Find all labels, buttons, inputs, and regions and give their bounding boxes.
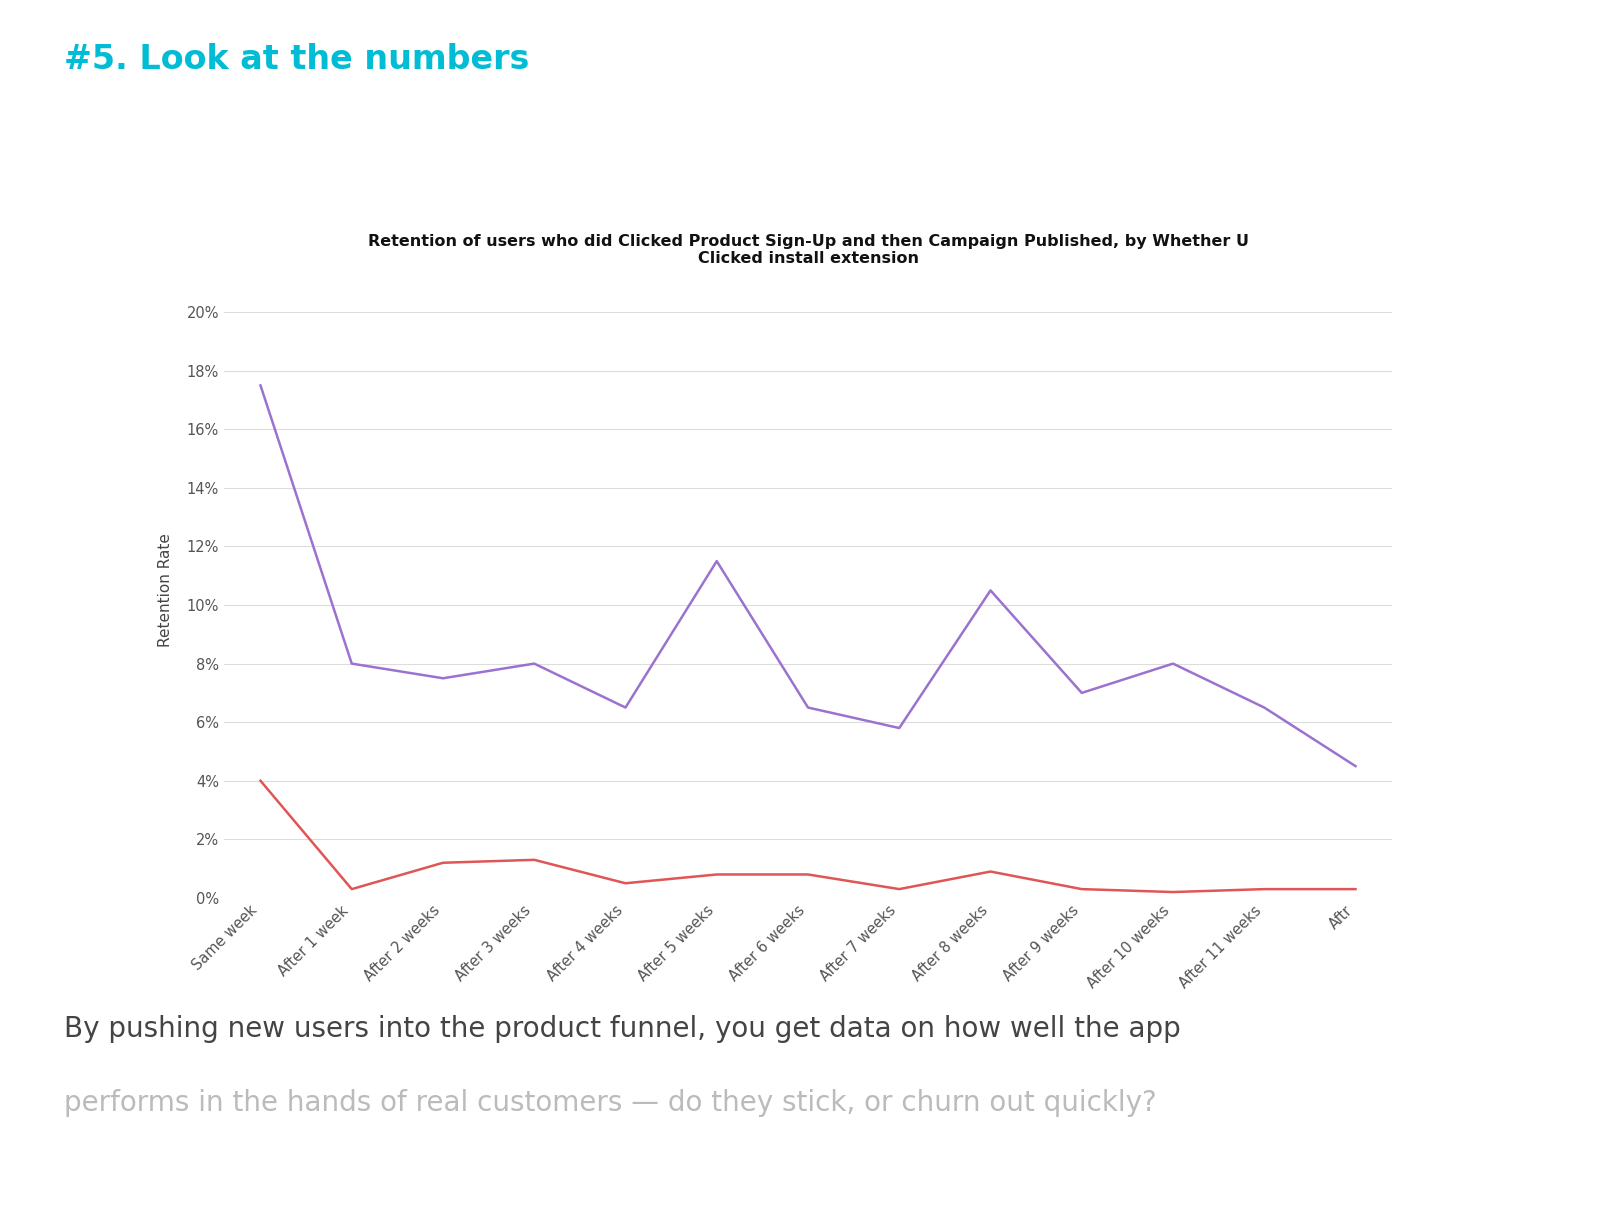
- Text: #5. Look at the numbers: #5. Look at the numbers: [64, 43, 530, 76]
- Text: By pushing new users into the product funnel, you get data on how well the app: By pushing new users into the product fu…: [64, 1015, 1181, 1043]
- Text: performs in the hands of real customers — do they stick, or churn out quickly?: performs in the hands of real customers …: [64, 1089, 1157, 1117]
- Y-axis label: Retention Rate: Retention Rate: [158, 534, 173, 647]
- Title: Retention of users who did Clicked Product Sign-Up and then Campaign Published, : Retention of users who did Clicked Produ…: [368, 234, 1248, 267]
